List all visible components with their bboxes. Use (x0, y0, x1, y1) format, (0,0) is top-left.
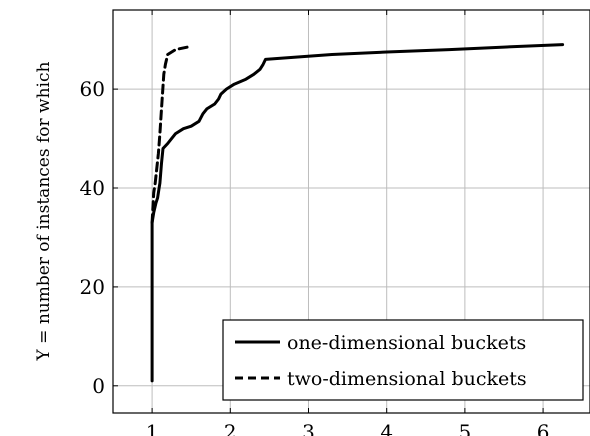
x-tick-label: 4 (380, 420, 393, 436)
x-tick-label: 1 (146, 420, 159, 436)
plot-frame (112, 9, 590, 414)
legend-label-one-dimensional: one-dimensional buckets (287, 332, 526, 354)
legend: one-dimensional buckets two-dimensional … (222, 319, 584, 401)
y-axis-label: Y = number of instances for which (34, 62, 54, 362)
y-tick-label: 0 (92, 374, 105, 398)
x-tick-label: 5 (459, 420, 472, 436)
series-line-one-dimensional-buckets (150, 43, 565, 383)
legend-box (222, 319, 584, 401)
y-tick-label: 60 (80, 77, 105, 101)
x-tick-label: 3 (302, 420, 315, 436)
x-tick-label: 6 (537, 420, 550, 436)
y-tick-label: 20 (80, 275, 105, 299)
legend-label-two-dimensional: two-dimensional buckets (287, 368, 527, 390)
series-line-two-dimensional-buckets (150, 43, 193, 225)
series-layer (150, 43, 565, 383)
grid (113, 10, 590, 413)
x-tick-label: 2 (224, 420, 237, 436)
y-tick-label: 40 (80, 176, 105, 200)
